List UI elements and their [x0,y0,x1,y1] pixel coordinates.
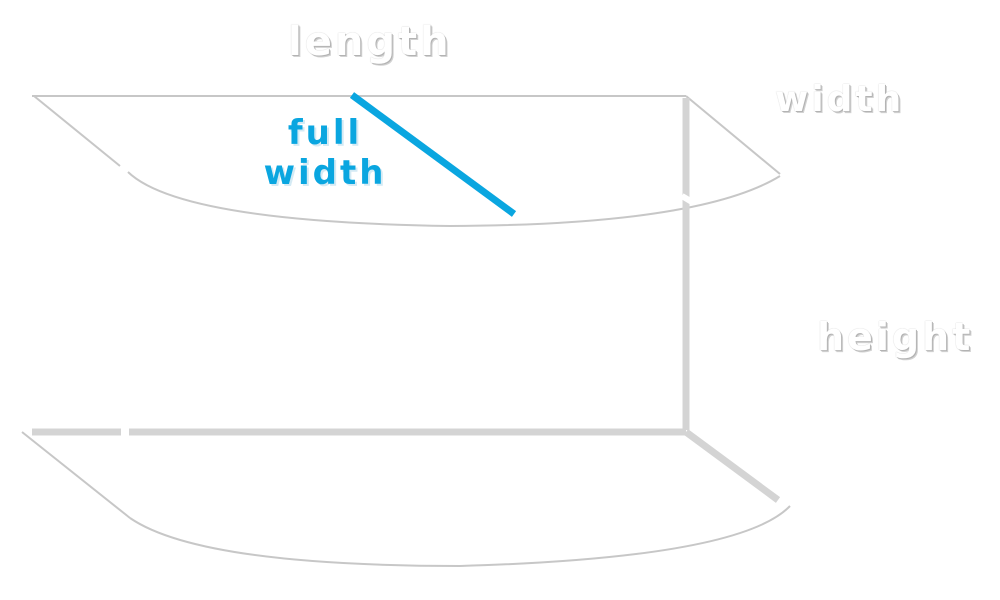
full-width-line [349,92,517,217]
width-label: width [775,79,905,120]
bottom-left-diagonal [21,431,131,519]
bottom-face [21,424,791,568]
full-width-label-line2: width [263,153,387,193]
bottom-front-curve [129,505,791,568]
top-left-diagonal [33,95,121,167]
full-width-label: full width [258,113,392,193]
top-right-diagonal [685,95,781,175]
length-label: length [288,19,452,65]
top-face [32,95,781,228]
post-gap [680,193,694,205]
height-label: height [817,315,974,359]
full-width-label-line1: full [287,113,363,153]
top-front-curve [127,171,781,228]
bottom-right-diagonal [683,429,781,503]
